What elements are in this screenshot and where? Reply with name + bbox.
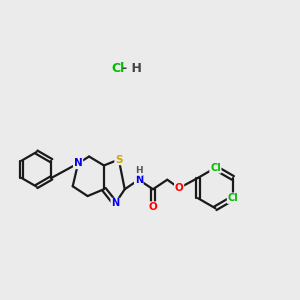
Text: Cl: Cl	[227, 193, 238, 203]
Text: Cl: Cl	[112, 62, 125, 75]
Text: S: S	[115, 154, 122, 164]
Text: Cl: Cl	[210, 163, 221, 173]
Text: N: N	[111, 199, 119, 208]
Text: N: N	[74, 158, 82, 168]
Text: O: O	[148, 202, 157, 212]
Text: - H: - H	[122, 62, 142, 75]
Text: O: O	[175, 183, 184, 193]
Text: N: N	[135, 175, 143, 185]
Text: H: H	[135, 166, 142, 175]
